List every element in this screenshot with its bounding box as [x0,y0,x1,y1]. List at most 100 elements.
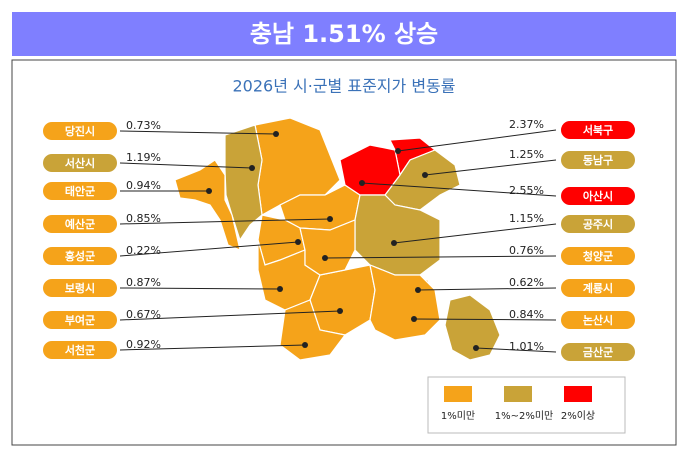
region-pill [559,185,637,207]
region-pill [559,213,637,235]
region-shape [224,124,263,242]
labels: 당진시 0.73% 서산시 1.19% 태안군 0.94% 예산군 0.85% 홍성군 0.22%… [41,118,637,363]
title: 충남 1.51% 상승 [250,20,438,48]
region-dot [395,148,401,154]
region-rate: 0.22% [126,244,161,257]
legend-label: 2%이상 [561,410,595,422]
region-name: 예산군 [65,217,95,231]
leader-line [324,255,557,259]
region-dot [337,308,343,314]
region-name: 금산군 [583,345,613,359]
region-rate: 0.94% [126,179,161,192]
leader-line [119,310,341,321]
leader-line [119,241,299,257]
region-rate: 0.62% [509,276,544,289]
region-name: 동남구 [583,154,613,167]
region-name: 서산시 [65,156,95,170]
region-dot [411,316,417,322]
region-pill [41,309,119,331]
legend-box [427,376,626,434]
region-rate: 0.85% [126,212,161,225]
region-pill [559,149,637,171]
region-name: 서북구 [583,123,613,137]
region-name: 태안군 [65,184,95,198]
region-dot [359,180,365,186]
region-shape [369,264,441,341]
region-dot [473,345,479,351]
leader-line [417,287,557,291]
legend-swatch [444,386,472,402]
region-name: 보령시 [65,282,95,295]
region-dot [249,165,255,171]
region-pill [41,245,119,267]
region-dot [391,240,397,246]
region-dot [295,239,301,245]
region-shape [354,194,441,276]
region-rate: 0.73% [126,119,161,132]
region-name: 논산시 [583,313,613,327]
leader-line [119,162,253,169]
region-pill [559,277,637,299]
region-pill [41,277,119,299]
region-dot [415,287,421,293]
region-pill [41,339,119,361]
region-shape [174,159,241,252]
region-dot [277,286,283,292]
region-pill [559,341,637,363]
legend-swatch [564,386,592,402]
leader-line [119,218,331,225]
region-pill [559,119,637,141]
title-bar [12,12,676,56]
region-pill [41,152,119,174]
region-rate: 1.01% [509,340,544,353]
region-shape [299,219,356,276]
legend-swatch [504,386,532,402]
region-rate: 0.92% [126,338,161,351]
region-rate: 2.55% [509,184,544,197]
region-name: 청양군 [583,249,613,263]
subtitle: 2026년 시·군별 표준지가 변동률 [233,77,456,96]
region-rate: 1.19% [126,151,161,164]
map [174,117,501,361]
region-rate: 1.15% [509,212,544,225]
region-name: 공주시 [583,218,613,231]
region-dot [273,131,279,137]
leader-line [119,287,281,290]
region-dot [322,255,328,261]
region-pill [559,309,637,331]
region-name: 부여군 [65,313,95,327]
region-dot [422,172,428,178]
region-rate: 1.25% [509,148,544,161]
region-name: 당진시 [65,124,95,138]
leader-line [397,129,557,152]
region-pill [559,245,637,267]
region-pill [41,213,119,235]
leader-line [119,130,277,135]
region-name: 계룡시 [583,281,613,295]
legend-label: 1%미만 [441,410,475,422]
region-dot [302,342,308,348]
region-dot [206,188,212,194]
legend-label: 1%~2%미만 [495,410,554,422]
region-dot [327,216,333,222]
leader-line [424,159,557,176]
region-rate: 0.87% [126,276,161,289]
region-rate: 0.76% [509,244,544,257]
leader-line [119,344,306,351]
region-rate: 0.84% [509,308,544,321]
region-pill [41,120,119,142]
leader-line [413,318,557,321]
region-rate: 2.37% [509,118,544,131]
region-name: 아산시 [583,189,613,203]
leader-line [475,347,557,353]
region-shape [444,294,501,361]
leader-line [361,182,557,197]
region-name: 서천군 [65,343,95,357]
region-name: 홍성군 [65,249,95,263]
leader-line [393,223,557,244]
region-rate: 0.67% [126,308,161,321]
region-pill [41,180,119,202]
legend: 1%미만 1%~2%미만 2%이상 [441,386,595,422]
